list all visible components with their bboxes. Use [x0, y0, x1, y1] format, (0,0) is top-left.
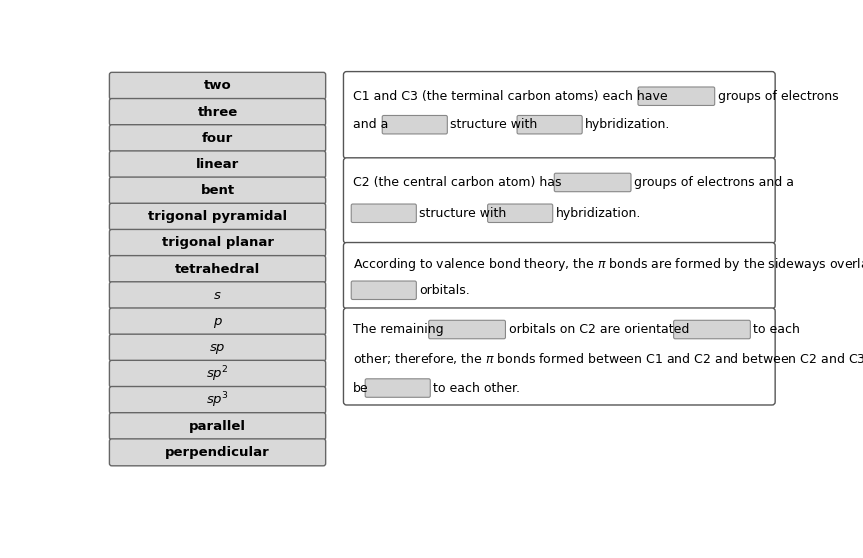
FancyBboxPatch shape: [343, 71, 775, 158]
Text: structure with: structure with: [419, 207, 507, 220]
Text: p: p: [213, 315, 222, 328]
FancyBboxPatch shape: [110, 282, 325, 309]
FancyBboxPatch shape: [110, 99, 325, 126]
FancyBboxPatch shape: [110, 387, 325, 413]
Text: to each: to each: [753, 323, 800, 336]
FancyBboxPatch shape: [517, 116, 583, 134]
Text: to each other.: to each other.: [433, 382, 520, 395]
Text: According to valence bond theory, the $\pi$ bonds are formed by the sideways ove: According to valence bond theory, the $\…: [353, 256, 863, 272]
Text: orbitals.: orbitals.: [419, 284, 470, 297]
Text: hybridization.: hybridization.: [585, 118, 671, 131]
Text: linear: linear: [196, 158, 239, 171]
Text: sp: sp: [210, 341, 225, 354]
Text: The remaining: The remaining: [353, 323, 444, 336]
Text: trigonal pyramidal: trigonal pyramidal: [148, 210, 287, 223]
Text: s: s: [214, 289, 221, 302]
FancyBboxPatch shape: [343, 243, 775, 309]
FancyBboxPatch shape: [343, 158, 775, 243]
Text: C1 and C3 (the terminal carbon atoms) each have: C1 and C3 (the terminal carbon atoms) ea…: [353, 90, 667, 103]
Text: $\mathit{sp}^{3}$: $\mathit{sp}^{3}$: [206, 390, 229, 410]
FancyBboxPatch shape: [638, 87, 715, 105]
FancyBboxPatch shape: [110, 413, 325, 440]
FancyBboxPatch shape: [343, 308, 775, 405]
FancyBboxPatch shape: [110, 177, 325, 204]
FancyBboxPatch shape: [351, 204, 416, 223]
FancyBboxPatch shape: [110, 360, 325, 387]
Text: parallel: parallel: [189, 420, 246, 432]
Text: be: be: [353, 382, 369, 395]
FancyBboxPatch shape: [110, 229, 325, 256]
Text: groups of electrons and a: groups of electrons and a: [634, 176, 794, 189]
Text: orbitals on C2 are orientated: orbitals on C2 are orientated: [508, 323, 689, 336]
FancyBboxPatch shape: [351, 281, 416, 300]
FancyBboxPatch shape: [110, 308, 325, 335]
Text: C2 (the central carbon atom) has: C2 (the central carbon atom) has: [353, 176, 561, 189]
FancyBboxPatch shape: [365, 379, 431, 397]
Text: four: four: [202, 132, 233, 145]
Text: trigonal planar: trigonal planar: [161, 237, 274, 249]
FancyBboxPatch shape: [554, 173, 631, 192]
Text: tetrahedral: tetrahedral: [175, 263, 260, 276]
FancyBboxPatch shape: [110, 124, 325, 152]
FancyBboxPatch shape: [110, 334, 325, 361]
Text: hybridization.: hybridization.: [556, 207, 641, 220]
FancyBboxPatch shape: [429, 320, 506, 339]
Text: and a: and a: [353, 118, 388, 131]
Text: structure with: structure with: [450, 118, 538, 131]
FancyBboxPatch shape: [110, 73, 325, 99]
Text: other; therefore, the $\pi$ bonds formed between C1 and C2 and between C2 and C3: other; therefore, the $\pi$ bonds formed…: [353, 352, 863, 366]
FancyBboxPatch shape: [110, 203, 325, 230]
FancyBboxPatch shape: [110, 439, 325, 466]
FancyBboxPatch shape: [110, 256, 325, 282]
FancyBboxPatch shape: [382, 116, 447, 134]
Text: bent: bent: [200, 184, 235, 197]
FancyBboxPatch shape: [488, 204, 552, 223]
FancyBboxPatch shape: [674, 320, 750, 339]
Text: $\mathit{sp}^{2}$: $\mathit{sp}^{2}$: [206, 364, 229, 383]
Text: groups of electrons: groups of electrons: [718, 90, 839, 103]
Text: perpendicular: perpendicular: [165, 446, 270, 459]
FancyBboxPatch shape: [110, 151, 325, 178]
Text: three: three: [198, 105, 237, 118]
Text: two: two: [204, 79, 231, 92]
